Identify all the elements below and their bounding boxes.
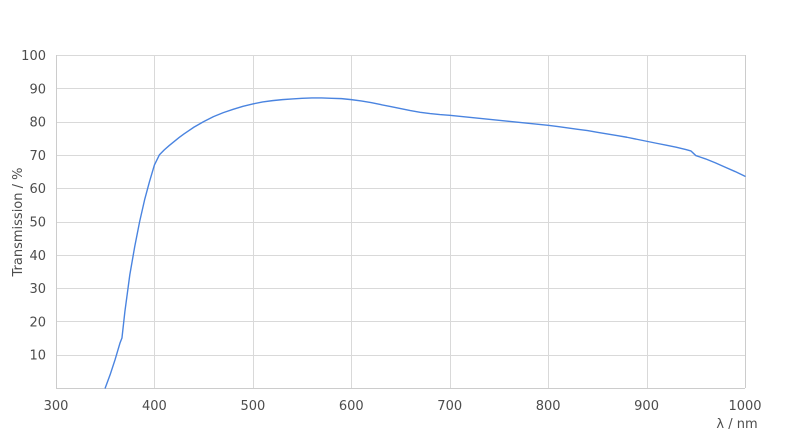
x-tick-label: 700 bbox=[437, 399, 462, 414]
y-tick-label: 10 bbox=[29, 349, 46, 364]
x-tick-label: 300 bbox=[44, 399, 69, 414]
x-tick-label: 400 bbox=[142, 399, 167, 414]
y-tick-label: 20 bbox=[29, 315, 46, 330]
series-line-0 bbox=[104, 97, 746, 389]
y-axis-title: Transmission / % bbox=[11, 168, 26, 278]
axis-frame bbox=[56, 55, 746, 389]
x-tick-label: 900 bbox=[634, 399, 659, 414]
y-tick-label: 60 bbox=[29, 182, 46, 197]
y-tick-label: 30 bbox=[29, 282, 46, 297]
x-tick-label: 1000 bbox=[728, 399, 761, 414]
plot-series bbox=[104, 97, 746, 389]
x-tick-labels: 300 400 500 600 700 800 900 1000 bbox=[44, 399, 762, 414]
y-tick-label: 100 bbox=[21, 49, 46, 64]
y-tick-labels: 10 20 30 40 50 60 70 80 90 100 bbox=[21, 49, 46, 364]
y-tick-label: 70 bbox=[29, 149, 46, 164]
y-tick-label: 80 bbox=[29, 116, 46, 131]
y-tick-label: 50 bbox=[29, 216, 46, 231]
x-tick-label: 600 bbox=[339, 399, 364, 414]
x-tick-label: 800 bbox=[536, 399, 561, 414]
y-tick-label: 40 bbox=[29, 249, 46, 264]
x-axis-title: λ / nm bbox=[716, 417, 757, 432]
grid-lines bbox=[56, 55, 745, 388]
x-tick-label: 500 bbox=[240, 399, 265, 414]
y-tick-label: 90 bbox=[29, 82, 46, 97]
